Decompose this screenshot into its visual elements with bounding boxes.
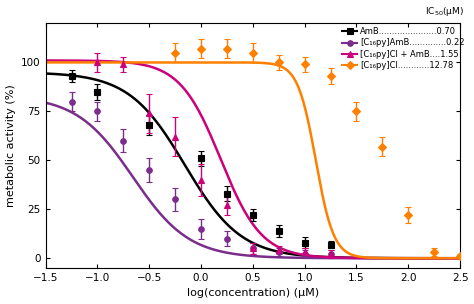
X-axis label: log(concentration) (μM): log(concentration) (μM) <box>187 288 319 299</box>
Y-axis label: metabolic activity (%): metabolic activity (%) <box>6 84 16 207</box>
Legend: AmB......................0.70, [C₁₆py]AmB..............0.22, [C₁₆py]Cl + AmB....: AmB......................0.70, [C₁₆py]Am… <box>342 27 464 70</box>
Text: IC$_{50}$(μM): IC$_{50}$(μM) <box>425 5 464 18</box>
